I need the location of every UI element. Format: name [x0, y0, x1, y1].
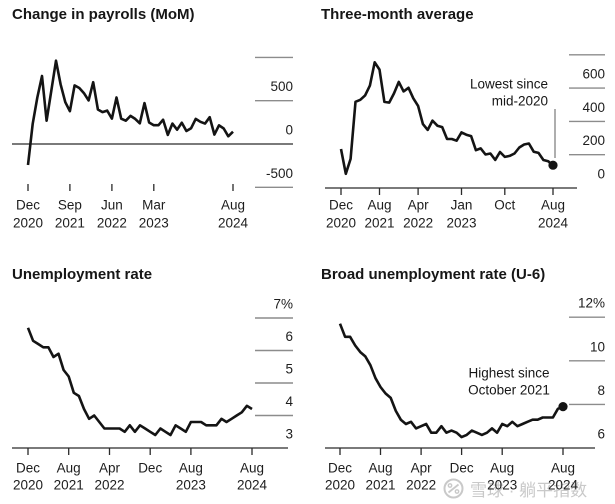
plot-area: 7% 6 5 4 3 Dec 2020 Aug 2021 Apr 2022 Dec Aug 2023 Aug…: [12, 297, 293, 493]
x-axis-label-month: Jan: [451, 198, 473, 213]
x-axis-label-month: Apr: [411, 461, 433, 476]
x-axis-label-year: 2020: [326, 216, 356, 231]
plot-area: 12% 10 8 6 Dec 2020 Aug 2021 Apr 2022 Dec Aug 2023 Au…: [325, 296, 605, 493]
series-end-dot: [558, 402, 568, 412]
x-axis-label-month: Oct: [494, 198, 515, 213]
y-axis-label: 6: [285, 329, 293, 344]
x-axis-label-month: Dec: [16, 198, 40, 213]
x-axis-label-year: 2022: [406, 478, 436, 493]
x-axis-label-year: 2024: [538, 216, 569, 231]
y-axis-label: 8: [597, 383, 605, 398]
x-axis-label-year: 2024: [548, 478, 579, 493]
unemployment-rate-line: [26, 327, 253, 437]
panel-three-month-average: Three-month average 600 400 200 0 Dec 2020 Aug…: [307, 0, 615, 252]
three-month-average-line: [339, 60, 554, 176]
chart-title: Unemployment rate: [12, 266, 152, 283]
y-axis-label: 12%: [578, 296, 605, 311]
x-axis-label-year: 2021: [54, 478, 84, 493]
x-axis-label-year: 2023: [139, 216, 169, 231]
x-axis-label-month: Apr: [408, 198, 430, 213]
x-axis-label-month: Aug: [367, 198, 391, 213]
three-month-average-chart: Three-month average 600 400 200 0 Dec 2020 Aug…: [321, 6, 605, 231]
x-axis-label-year: 2021: [55, 216, 85, 231]
x-axis-label-month: Aug: [240, 461, 264, 476]
broad-unemployment-rate-line: [338, 323, 564, 439]
y-axis-label: 6: [597, 427, 605, 442]
change-in-payrolls-chart: Change in payrolls (MoM) 500 0 -500 Dec 2020…: [12, 6, 293, 231]
x-axis-label-year: 2024: [218, 216, 249, 231]
x-axis-label-month: Dec: [138, 461, 162, 476]
x-axis-label-year: 2023: [487, 478, 517, 493]
y-axis-label: 200: [582, 133, 605, 148]
y-axis-label: 400: [582, 100, 605, 115]
x-axis-label-month: Dec: [328, 461, 352, 476]
chart-title: Three-month average: [321, 6, 474, 23]
y-axis-label: 5: [285, 362, 293, 377]
x-axis-label-month: Aug: [221, 198, 245, 213]
x-axis-label-month: Aug: [368, 461, 392, 476]
x-axis-label-month: Dec: [329, 198, 353, 213]
x-axis-label-month: Aug: [179, 461, 203, 476]
y-axis-label: 4: [285, 394, 293, 409]
x-axis-label-year: 2021: [364, 216, 394, 231]
y-axis-label: 0: [597, 167, 605, 182]
series-end-dot: [548, 160, 558, 170]
y-axis-label: 500: [270, 79, 293, 94]
x-axis-label-month: Dec: [450, 461, 474, 476]
x-axis-label-year: 2020: [13, 478, 43, 493]
x-axis-label-year: 2021: [365, 478, 395, 493]
x-axis-label-year: 2023: [446, 216, 476, 231]
y-axis-label: 600: [582, 67, 605, 82]
y-axis-label: 7%: [273, 297, 293, 312]
plot-area: 500 0 -500 Dec 2020 Sep 2021 Jun 2022 Mar 2023 Aug 2…: [12, 56, 293, 231]
payrolls-mom-line: [26, 59, 234, 166]
x-axis-label-month: Aug: [490, 461, 514, 476]
x-axis-label-year: 2020: [325, 478, 355, 493]
chart-title: Broad unemployment rate (U-6): [321, 266, 545, 283]
x-axis-label-month: Jun: [101, 198, 123, 213]
x-axis-label-month: Mar: [142, 198, 166, 213]
panel-change-in-payrolls: Change in payrolls (MoM) 500 0 -500 Dec 2020…: [0, 0, 307, 252]
annotation-lowest-since: Lowest since: [470, 77, 548, 92]
x-axis-label-month: Aug: [541, 198, 565, 213]
x-axis-label-month: Aug: [57, 461, 81, 476]
broad-unemployment-rate-chart: Broad unemployment rate (U-6) 12% 10 8 6 Dec…: [321, 266, 605, 493]
y-axis-label: 0: [285, 123, 293, 138]
panel-unemployment-rate: Unemployment rate 7% 6 5 4 3 Dec 2020 Aug 2021 Ap…: [0, 252, 307, 504]
xueqiu-watermark: 雪球 · 躺平指数: [443, 476, 587, 501]
xueqiu-logo-icon: [443, 478, 464, 499]
x-axis-label-year: 2024: [237, 478, 268, 493]
x-axis-label-month: Sep: [58, 198, 82, 213]
y-axis-label: -500: [266, 166, 293, 181]
annotation-highest-since-line2: October 2021: [468, 383, 550, 398]
plot-area: 600 400 200 0 Dec 2020 Aug 2021 Apr 2022 Jan 2023 Oc…: [325, 54, 605, 231]
watermark-text: 雪球 · 躺平指数: [470, 481, 588, 500]
x-axis-label-year: 2023: [176, 478, 206, 493]
x-axis-label-month: Aug: [551, 461, 575, 476]
x-axis-label-year: 2020: [13, 216, 43, 231]
x-axis-label-year: 2022: [97, 216, 127, 231]
unemployment-rate-chart: Unemployment rate 7% 6 5 4 3 Dec 2020 Aug 2021 Ap…: [12, 266, 293, 493]
chart-title: Change in payrolls (MoM): [12, 6, 195, 23]
x-axis-label-month: Apr: [99, 461, 121, 476]
annotation-lowest-since-line2: mid-2020: [492, 94, 548, 109]
panel-broad-unemployment-rate: Broad unemployment rate (U-6) 12% 10 8 6 Dec…: [307, 252, 615, 504]
annotation-highest-since: Highest since: [468, 366, 549, 381]
y-axis-label: 10: [590, 339, 605, 354]
y-axis-label: 3: [285, 427, 293, 442]
x-axis-label-year: 2022: [403, 216, 433, 231]
x-axis-label-month: Dec: [16, 461, 40, 476]
x-axis-label-year: 2022: [94, 478, 124, 493]
